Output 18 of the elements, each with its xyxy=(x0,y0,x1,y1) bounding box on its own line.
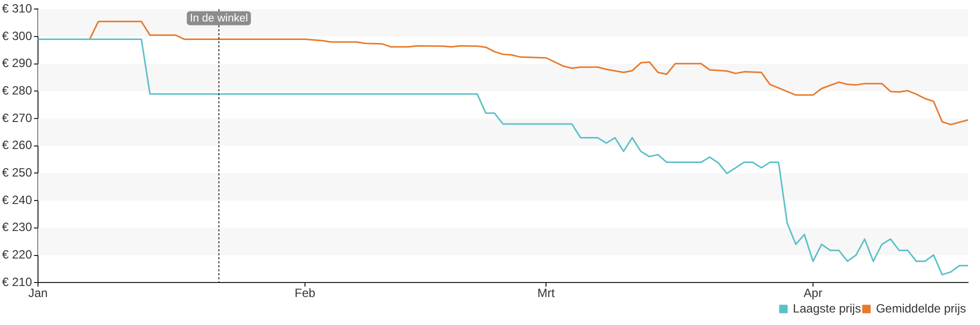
x-tick-label: Apr xyxy=(804,286,822,300)
y-tick-label: € 290 xyxy=(2,56,32,70)
y-tick-label: € 250 xyxy=(2,166,32,180)
y-tick-label: € 280 xyxy=(2,84,32,98)
x-tick-label: Mrt xyxy=(537,286,556,300)
y-tick-label: € 220 xyxy=(2,248,32,262)
y-tick-label: € 310 xyxy=(2,2,32,16)
legend-label: Laagste prijs xyxy=(792,301,861,316)
y-tick-label: € 300 xyxy=(2,28,32,43)
x-tick-label: Jan xyxy=(28,286,48,300)
y-tick-label: € 260 xyxy=(2,138,32,152)
x-tick-label: Feb xyxy=(294,286,316,300)
ref-line-label: In de winkel xyxy=(190,12,248,25)
y-tick-label: € 240 xyxy=(2,192,32,207)
y-tick-label: € 270 xyxy=(2,110,32,125)
legend-label: Gemiddelde prijs xyxy=(876,301,966,316)
y-tick-label: € 230 xyxy=(2,220,32,234)
y-tick-label: € 210 xyxy=(2,274,32,289)
